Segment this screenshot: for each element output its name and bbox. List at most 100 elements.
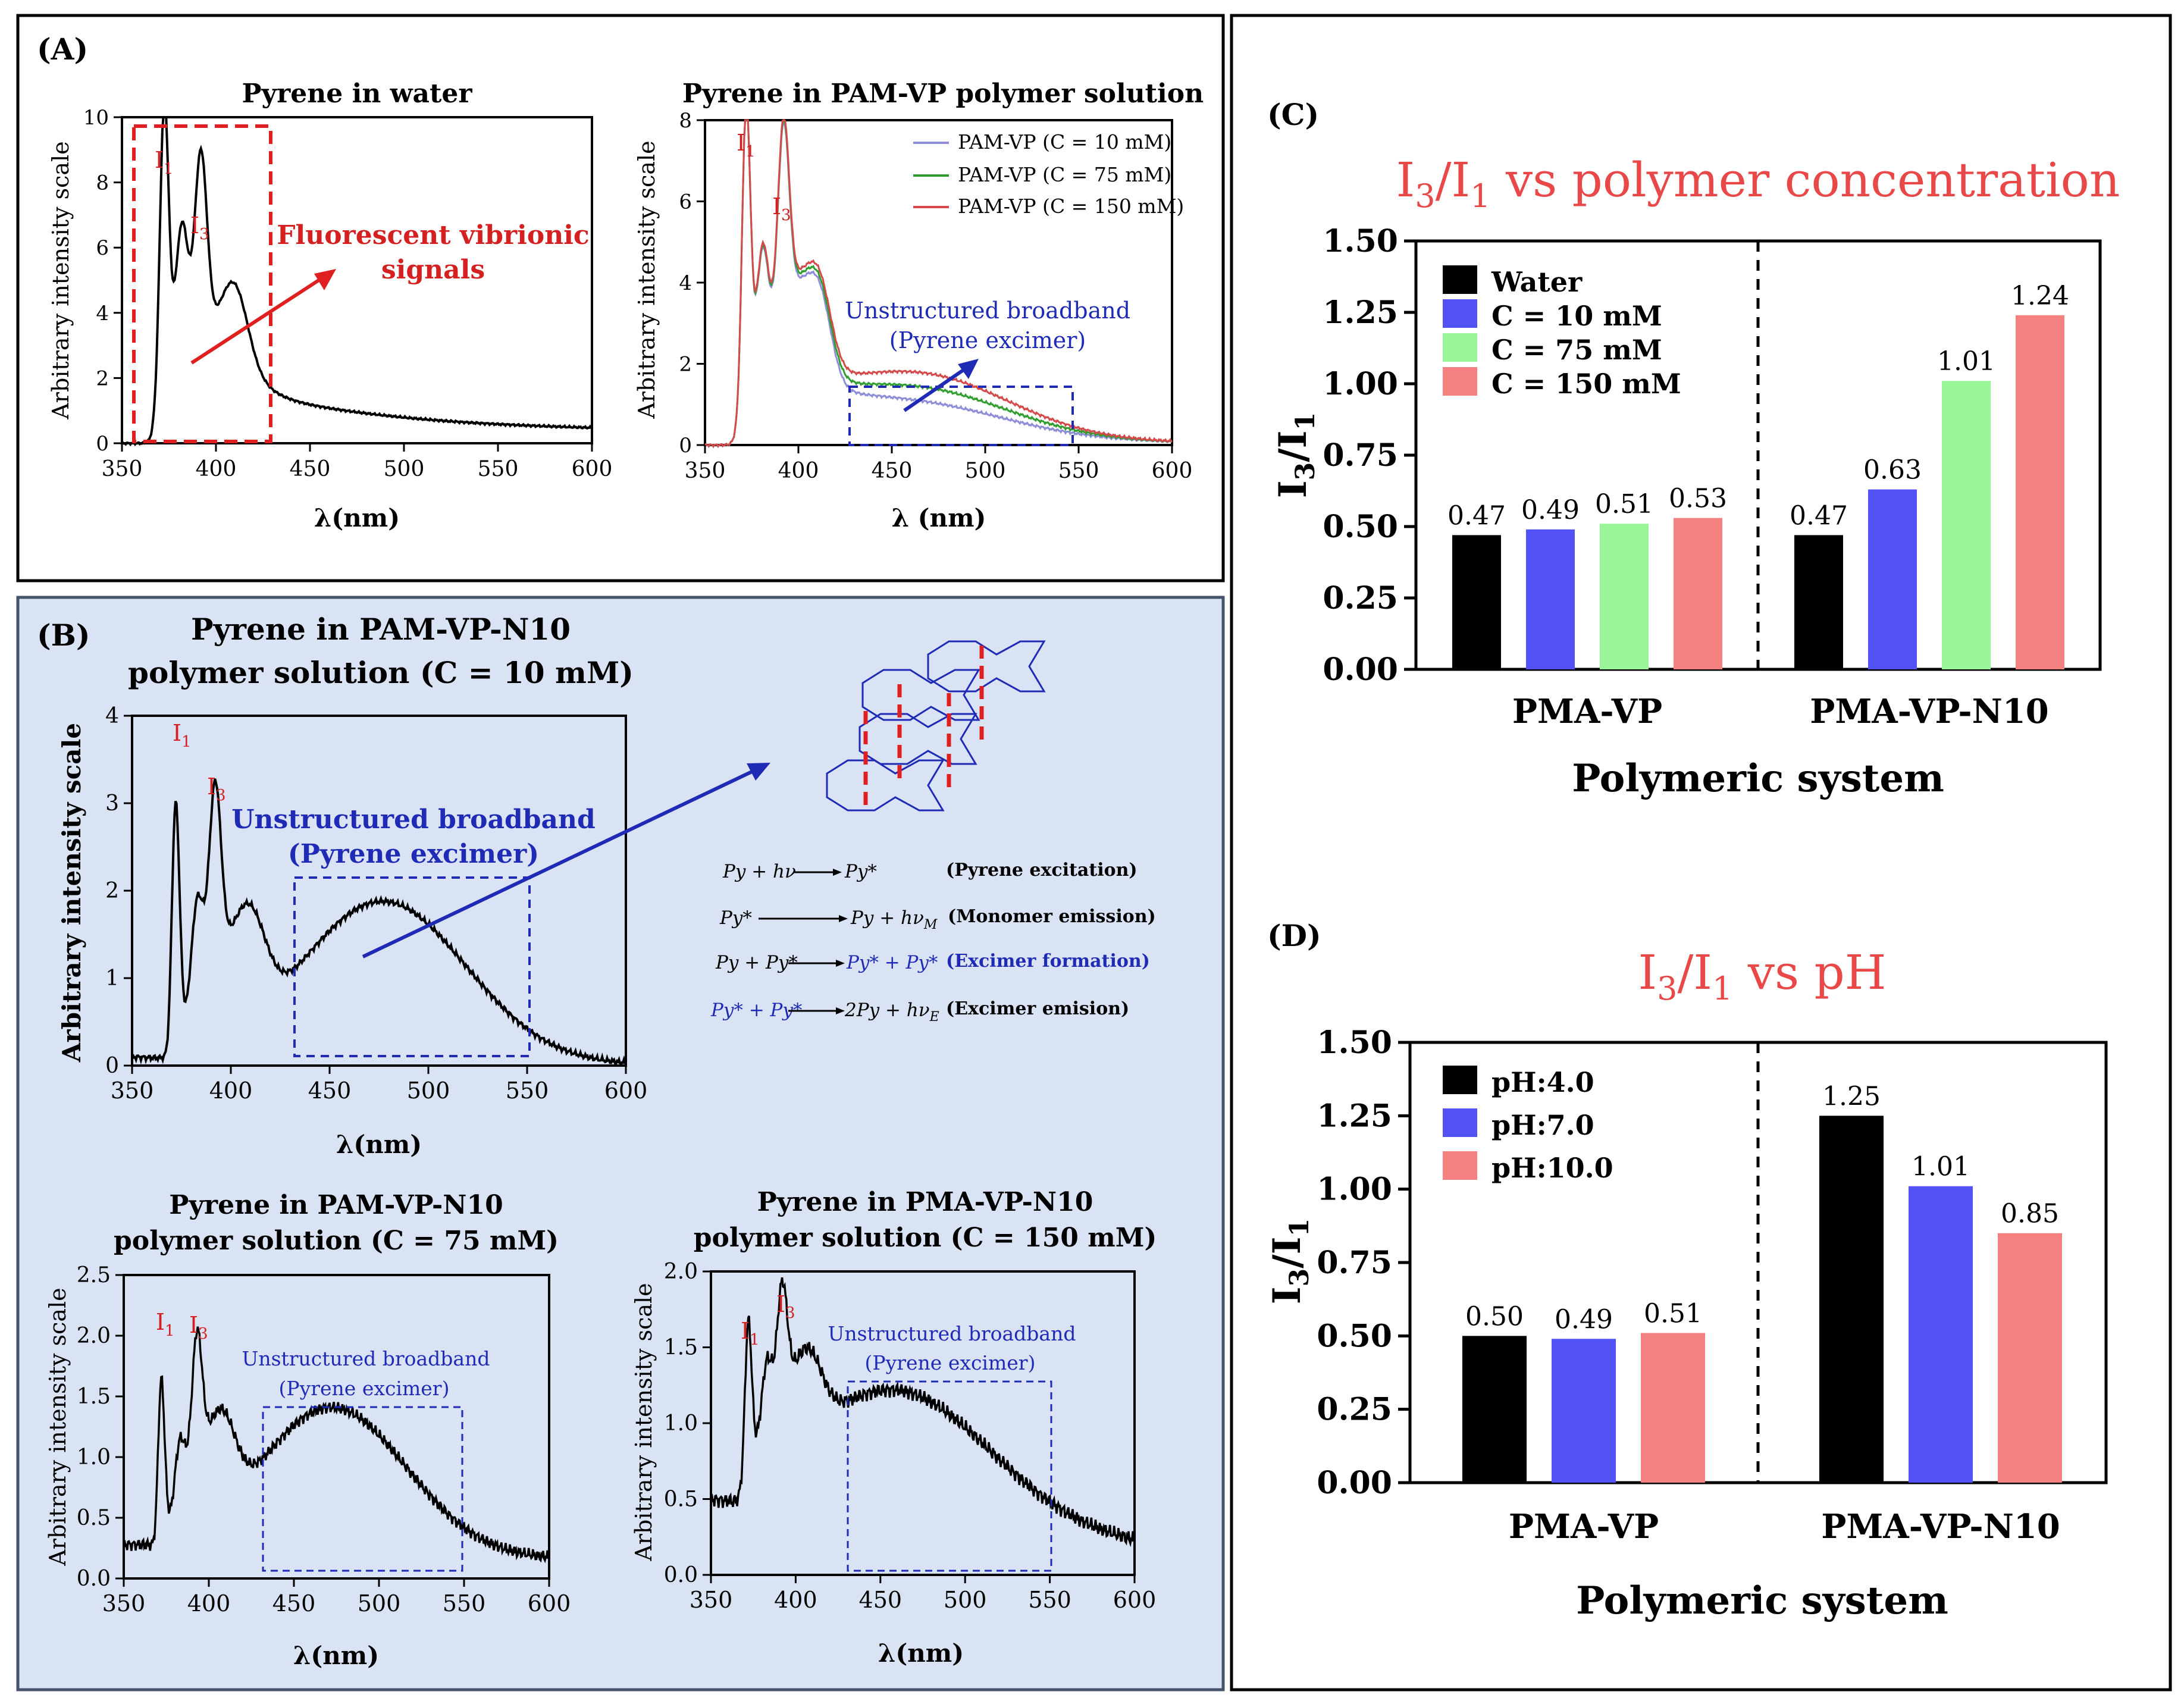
c-bar-label-1-2: 1.01 <box>1937 346 1995 377</box>
pyrene-ring-top-upper <box>927 640 1046 693</box>
b3-xtick-label: 500 <box>944 1587 987 1613</box>
a2-peak-i3: I3 <box>772 193 791 224</box>
eq2-label: (Monomer emission) <box>948 906 1156 927</box>
b1-xtick-label: 600 <box>604 1077 648 1104</box>
d-ytick-label: 1.50 <box>1317 1025 1392 1061</box>
a1-ytick-label: 4 <box>96 302 109 325</box>
vibronic-annotation-line1: Fluorescent vibrionic <box>277 220 589 250</box>
b2-peak-i1: I1 <box>156 1309 175 1340</box>
a2-xtick-label: 400 <box>778 459 819 483</box>
chart-d-category-0: PMA-VP <box>1509 1507 1659 1546</box>
c-bar-label-0-0: 0.47 <box>1447 500 1506 531</box>
panel-label-a: (A) <box>37 32 88 67</box>
b3-ytick-label: 0.5 <box>664 1487 698 1512</box>
d-ytick-label: 0.50 <box>1317 1318 1392 1354</box>
eq2-arrow-head <box>839 915 848 922</box>
chart-c-category-1: PMA-VP-N10 <box>1810 692 2049 731</box>
eq4-rhs: 2Py + hνE <box>844 1000 939 1025</box>
a2-ytick-label: 2 <box>679 353 692 377</box>
eq3-label: (Excimer formation) <box>946 951 1150 972</box>
d-ytick-label: 0.75 <box>1317 1245 1392 1281</box>
eq2-lhs: Py* <box>719 907 752 929</box>
b2-xtick-label: 600 <box>528 1590 571 1617</box>
spectrum-a2-legend: PAM-VP (C = 10 mM) PAM-VP (C = 75 mM) PA… <box>913 130 1184 218</box>
b1-xtick-label: 450 <box>308 1077 352 1104</box>
b1-ytick-label: 2 <box>105 879 119 903</box>
a1-xtick-label: 350 <box>102 457 143 481</box>
spectrum-a1-ticks: 350 400 450 500 550 600 0 2 4 6 8 10 <box>83 106 613 481</box>
spectrum-b3-title-line1: Pyrene in PMA-VP-N10 <box>757 1187 1093 1217</box>
b3-xtick-label: 450 <box>859 1587 903 1613</box>
d-legend-label-2: pH:10.0 <box>1491 1152 1613 1184</box>
bar-chart-d: I3/I1 vs pH 0.00 0.25 0.50 0.75 1.00 1.25 1.50… <box>1265 945 2108 1623</box>
a2-xtick-label: 550 <box>1058 459 1099 483</box>
spectrum-b1-ticks: 350 400 450 500 550 600 0 1 2 3 4 <box>105 704 647 1104</box>
reaction-equations: Py + hν Py* (Pyrene excitation) Py* Py +… <box>710 860 1156 1025</box>
a1-peak-i3: I3 <box>190 212 209 243</box>
spectrum-b1-title-line2: polymer solution (C = 10 mM) <box>128 655 634 690</box>
b1-excimer-annotation-line2: (Pyrene excimer) <box>288 839 539 869</box>
spectrum-b2-curve <box>123 1326 550 1564</box>
b3-excimer-annotation-line2: (Pyrene excimer) <box>865 1351 1036 1374</box>
chart-c-title: I3/I1 vs polymer concentration <box>1396 152 2120 215</box>
d-ytick-label: 0.00 <box>1317 1465 1392 1501</box>
chart-c-ylabel: I3/I1 <box>1271 412 1321 499</box>
a2-curve-150mm <box>704 119 1173 449</box>
chart-d-ylabel: I3/I1 <box>1265 1219 1315 1305</box>
d-bar-0-2 <box>1641 1333 1705 1483</box>
spectrum-b2-xlabel: λ(nm) <box>293 1641 379 1670</box>
spectrum-b1-xlabel: λ(nm) <box>336 1130 422 1159</box>
spectrum-b3-curve <box>710 1277 1136 1548</box>
spectrum-a2-ticks: 350 400 450 500 550 600 0 2 4 6 8 <box>679 109 1192 483</box>
a1-xtick-label: 600 <box>572 457 613 481</box>
b1-ytick-label: 1 <box>105 966 119 991</box>
d-ytick-label: 1.00 <box>1317 1172 1392 1208</box>
a2-xtick-label: 600 <box>1152 459 1193 483</box>
spectrum-b1-title-line1: Pyrene in PAM-VP-N10 <box>191 612 571 647</box>
legend-label-75mm: PAM-VP (C = 75 mM) <box>958 163 1171 186</box>
b1-xtick-label: 400 <box>209 1077 253 1104</box>
c-ytick-label: 1.25 <box>1323 295 1398 331</box>
eq4-label: (Excimer emision) <box>946 998 1129 1019</box>
pyrene-ring-bottom-lower <box>826 759 945 812</box>
c-ytick-label: 0.25 <box>1323 580 1398 616</box>
spectrum-b3-ticks: 350 400 450 500 550 600 0.0 0.5 1.0 1.5 2.0 <box>664 1260 1157 1613</box>
vibronic-annotation-line2: signals <box>381 255 485 285</box>
panel-b-frame <box>16 596 1225 1692</box>
c-ytick-label: 0.50 <box>1323 509 1398 545</box>
b2-xtick-label: 550 <box>443 1590 486 1617</box>
b2-xtick-label: 500 <box>358 1590 401 1617</box>
spectrum-b3-xlabel: λ(nm) <box>878 1639 964 1668</box>
spectrum-b2-title-line2: polymer solution (C = 75 mM) <box>114 1226 559 1256</box>
d-legend-swatch-1 <box>1443 1108 1477 1137</box>
spectrum-a1-xlabel: λ(nm) <box>314 503 400 532</box>
b2-excimer-annotation-line2: (Pyrene excimer) <box>279 1377 450 1400</box>
spectrum-a2: Pyrene in PAM-VP polymer solution 350 400… <box>634 79 1204 532</box>
excimer-structure-diagram <box>826 640 1046 812</box>
b3-ytick-label: 1.0 <box>664 1411 698 1436</box>
a2-ytick-label: 4 <box>679 271 692 295</box>
b2-peak-i3: I3 <box>189 1312 208 1343</box>
a1-ytick-label: 8 <box>96 171 109 195</box>
chart-d-title: I3/I1 vs pH <box>1638 945 1887 1007</box>
c-bar-label-0-3: 0.53 <box>1669 484 1727 514</box>
d-ytick-label: 0.25 <box>1317 1392 1392 1428</box>
vibronic-arrow <box>190 275 325 365</box>
spectrum-a2-ylabel: Arbitrary intensity scale <box>634 140 660 419</box>
b3-xtick-label: 350 <box>690 1587 733 1613</box>
c-legend-swatch-3 <box>1443 367 1477 396</box>
chart-d-bars: 0.50 0.49 0.51 1.25 1.01 0.85 <box>1462 1081 2062 1483</box>
spectrum-a1-curve <box>121 116 593 447</box>
chart-c-yticks: 0.00 0.25 0.50 0.75 1.00 1.25 1.50 <box>1323 223 1416 688</box>
b2-ytick-label: 2.5 <box>77 1263 111 1288</box>
b2-excimer-annotation-line1: Unstructured broadband <box>242 1347 490 1370</box>
d-bar-1-1 <box>1909 1186 1973 1483</box>
b3-xtick-label: 400 <box>774 1587 817 1613</box>
eq1-rhs: Py* <box>844 861 877 882</box>
vibronic-arrow-head <box>314 269 336 290</box>
a1-xtick-label: 400 <box>196 457 237 481</box>
b1-ytick-label: 0 <box>105 1054 119 1078</box>
b2-xtick-label: 400 <box>187 1590 231 1617</box>
d-bar-label-1-0: 1.25 <box>1822 1081 1881 1111</box>
